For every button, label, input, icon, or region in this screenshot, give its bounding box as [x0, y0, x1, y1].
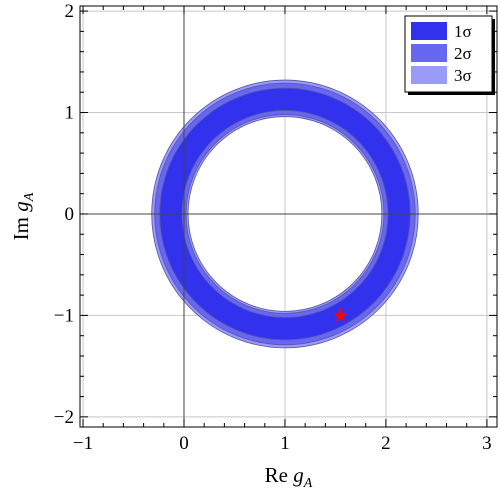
frame [79, 5, 498, 428]
legend-label: 3σ [454, 66, 472, 85]
x-tick-label: 3 [482, 433, 492, 454]
y-tick-label: 2 [65, 1, 75, 22]
plot-frame [79, 5, 498, 428]
y-tick-label: −1 [54, 305, 74, 326]
legend-label: 1σ [454, 22, 472, 41]
legend-label: 2σ [454, 44, 472, 63]
y-axis-label: Im gA [9, 192, 37, 240]
x-tick-label: 0 [179, 433, 189, 454]
legend-swatch-1sigma [411, 22, 447, 40]
star-marker [332, 307, 349, 322]
x-axis-label: Re gA [265, 463, 313, 491]
legend-swatch-3sigma [411, 66, 447, 84]
legend-swatch-2sigma [411, 44, 447, 62]
y-tick-label: −2 [54, 407, 74, 428]
axis-labels: Re gA Im gA [9, 192, 313, 491]
x-tick-label: 2 [381, 433, 391, 454]
y-tick-label: 1 [65, 103, 75, 124]
axes [80, 6, 497, 427]
legend: 1σ 2σ 3σ [404, 15, 495, 95]
x-tick-label: −1 [73, 433, 93, 454]
ticks: −1 0 1 2 3 −2 −1 0 1 2 [54, 1, 497, 454]
y-tick-label: 0 [65, 204, 75, 225]
marker [332, 307, 349, 322]
x-tick-label: 1 [280, 433, 290, 454]
